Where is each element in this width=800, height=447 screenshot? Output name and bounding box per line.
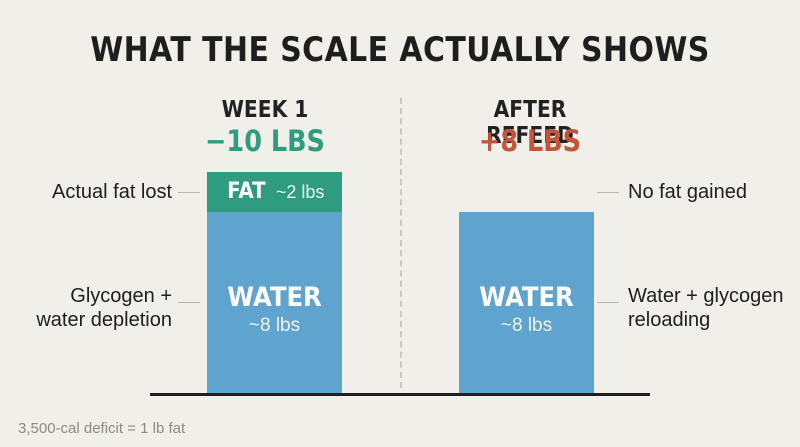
footnote: 3,500-cal deficit = 1 lb fat [18,420,186,437]
week1-water-segment: WATER ~8 lbs [207,212,342,393]
annotation-water-reloading-line2: reloading [628,309,711,331]
annotation-water-tick [178,302,200,303]
refeed-water-segment: WATER ~8 lbs [459,212,594,393]
week1-change: −10 LBS [205,124,325,158]
week1-fat-label: FAT [226,179,266,204]
week1-water-label: WATER [227,282,322,313]
annotation-water-depletion: Glycogen + water depletion [24,284,172,332]
refeed-water-label: WATER [479,282,574,313]
week1-fat-segment: FAT ~2 lbs [207,172,342,212]
refeed-label: AFTER REFEED [486,97,574,149]
annotation-water-depletion-line2: water depletion [36,309,172,331]
column-divider [400,98,402,388]
annotation-water-depletion-line1: Glycogen + [70,285,172,307]
refeed-water-amount: ~8 lbs [500,315,553,336]
annotation-no-fat-gained: No fat gained [628,181,747,203]
page-title: WHAT THE SCALE ACTUALLY SHOWS [90,30,710,70]
annotation-water-reloading: Water + glycogen reloading [628,284,783,332]
annotation-fat-tick [178,192,200,193]
annotation-reloading-tick [597,302,619,303]
refeed-change: +8 LBS [478,124,582,158]
baseline [150,393,650,396]
week1-fat-amount: ~2 lbs [275,182,325,202]
week1-label: WEEK 1 [221,97,309,123]
annotation-no-fat-tick [597,192,619,193]
week1-fat-text: FAT ~2 lbs [207,179,342,204]
week1-water-amount: ~8 lbs [248,315,301,336]
annotation-fat-lost: Actual fat lost [52,181,173,203]
annotation-water-reloading-line1: Water + glycogen [628,285,784,307]
